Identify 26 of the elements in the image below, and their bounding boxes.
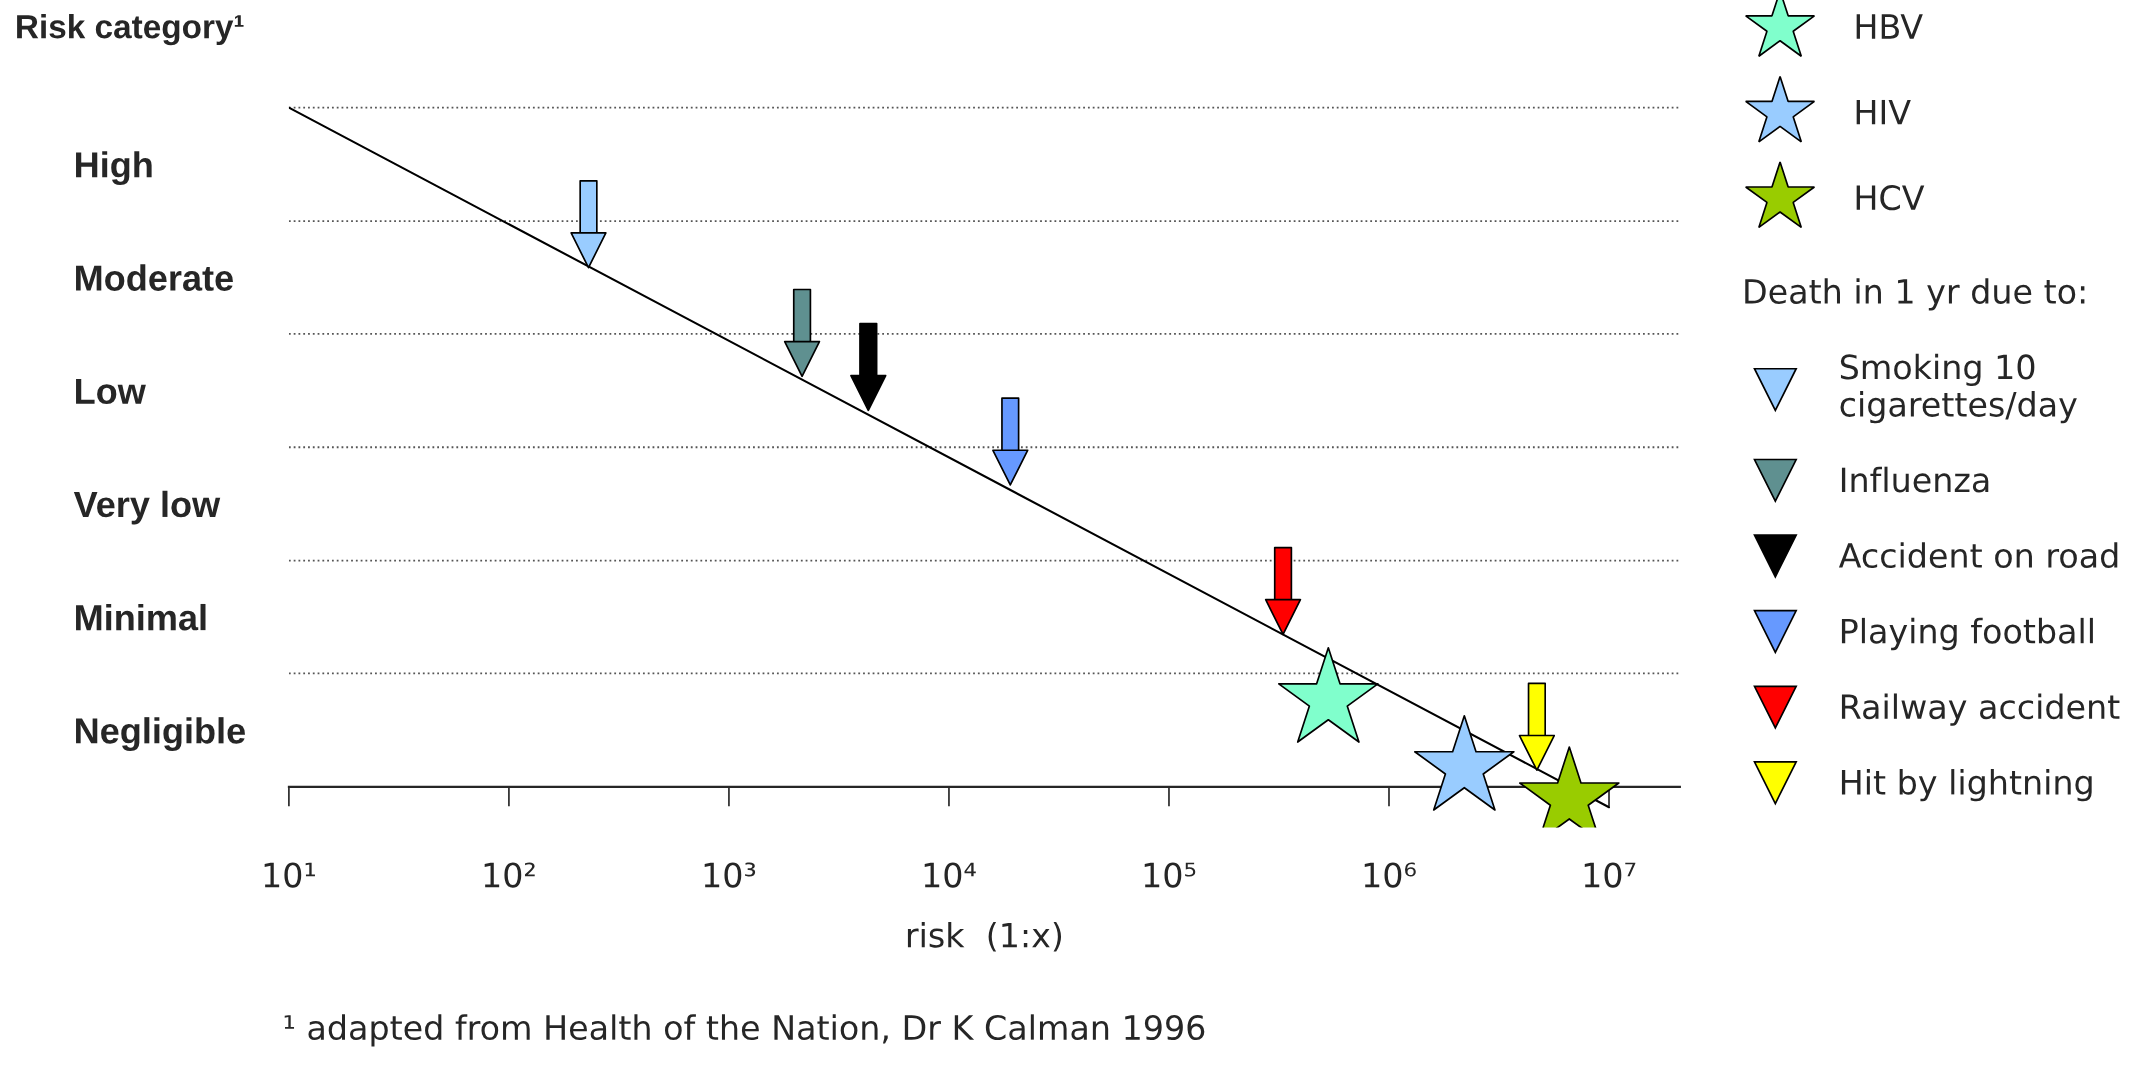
category-label: Very low [73, 490, 221, 525]
category-label: Minimal [76, 603, 206, 631]
legend-label: HIV [1856, 99, 1911, 125]
y-axis-title: Risk category¹ [17, 14, 244, 46]
category-label: High [76, 151, 152, 185]
x-tick-label: 10³ [704, 862, 756, 888]
legend-label: Influenza [1841, 466, 1989, 493]
x-tick-label: 10¹ [264, 862, 315, 888]
x-tick-label: 10⁴ [924, 862, 976, 888]
legend-label: Railway accident [1841, 693, 2120, 726]
x-tick-label: 10⁷ [1584, 862, 1636, 888]
category-label: Negligible [76, 717, 245, 751]
x-tick-label: 10² [484, 862, 535, 888]
legend-title: Death in 1 yr due to: [1745, 278, 2085, 311]
category-label: Moderate [76, 264, 233, 291]
legend-label: HBV [1856, 14, 1923, 39]
category-label: Low [76, 378, 146, 405]
x-tick-label: 10⁶ [1364, 862, 1416, 888]
legend-label: Accident on road [1838, 542, 2118, 569]
legend-label: HCV [1856, 185, 1925, 211]
legend-label: Playing football [1841, 617, 2093, 651]
legend-label: Smoking 10 cigarettes/day [1840, 353, 2077, 424]
x-axis-title: risk (1:x) [907, 921, 1062, 952]
x-tick-label: 10⁵ [1144, 862, 1196, 888]
text: ¹ adapted from Health of the Nation, Dr K Calman 1996 [284, 1014, 1205, 1047]
legend-label: Hit by lightning [1841, 769, 2092, 802]
